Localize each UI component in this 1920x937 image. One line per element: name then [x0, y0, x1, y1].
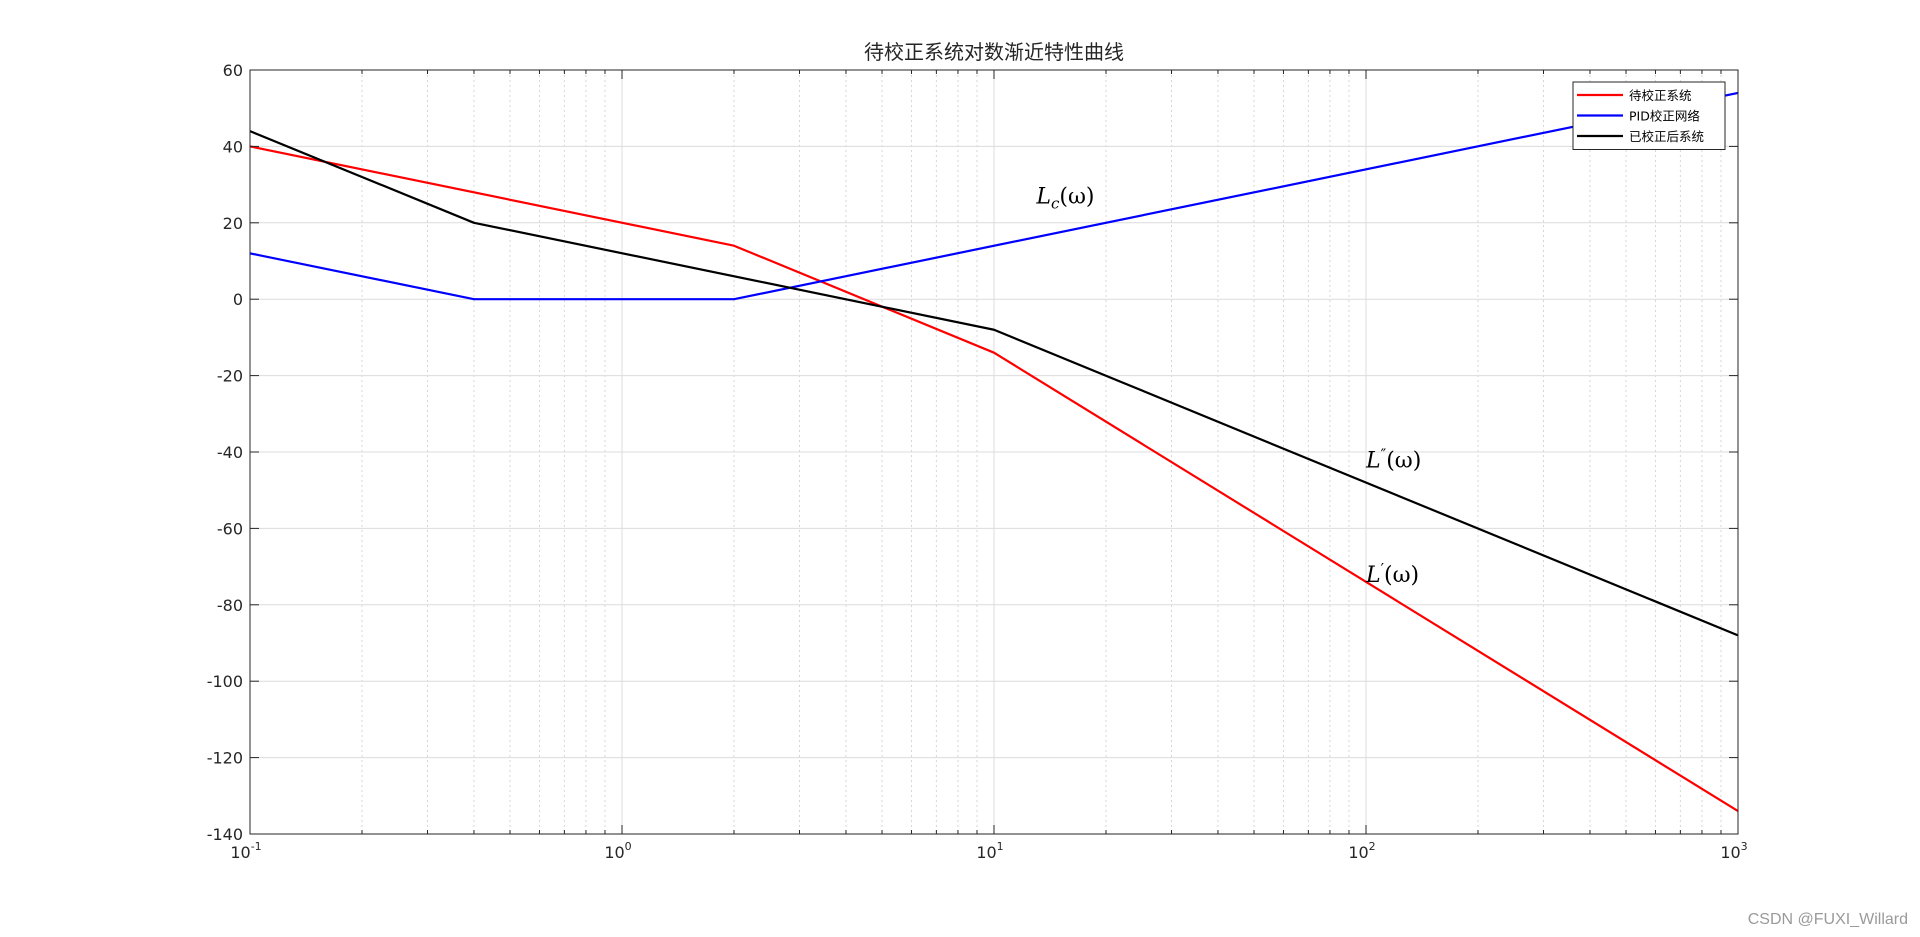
y-tick-label: 0 [233, 290, 243, 309]
legend-label-1: 待校正系统 [1629, 88, 1692, 103]
tick-labels: 10-1 100 101 102 103 60 40 20 0 -20 -40 -60 -80 -100 -… [207, 61, 1748, 862]
y-tick-label: -20 [217, 367, 243, 386]
annotation-ldd: L″(ω) [1365, 445, 1421, 473]
annotation-lc: Lc(ω) [1035, 185, 1094, 213]
series-layer [249, 91, 1739, 813]
x-tick-label: 100 [604, 840, 631, 862]
annotations: Lc(ω) L″(ω) L′(ω) [1035, 185, 1421, 588]
y-tick-label: -80 [217, 596, 243, 615]
y-tick-label: -100 [207, 672, 243, 691]
x-tick-label: 101 [976, 840, 1003, 862]
grid [249, 69, 1739, 835]
series-line-3 [249, 130, 1739, 637]
y-tick-label: -140 [207, 825, 243, 844]
y-tick-label: -60 [217, 519, 243, 538]
legend-label-3: 已校正后系统 [1629, 129, 1704, 144]
series-line-1 [249, 145, 1739, 813]
series-line-2 [249, 91, 1739, 301]
x-tick-label: 10-1 [230, 840, 261, 862]
y-tick-label: -40 [217, 443, 243, 462]
chart-title: 待校正系统对数渐近特性曲线 [864, 40, 1124, 64]
y-tick-label: 60 [223, 61, 243, 80]
legend-label-2: PID校正网络 [1629, 109, 1700, 124]
annotation-ld: L′(ω) [1365, 560, 1419, 588]
y-tick-label: 40 [223, 137, 243, 156]
x-tick-label: 103 [1720, 840, 1747, 862]
x-tick-label: 102 [1348, 840, 1375, 862]
y-tick-label: 20 [223, 214, 243, 233]
watermark-text: CSDN @FUXI_Willard [1748, 911, 1908, 928]
axis-ticks [249, 69, 1739, 835]
y-tick-label: -120 [207, 749, 243, 768]
